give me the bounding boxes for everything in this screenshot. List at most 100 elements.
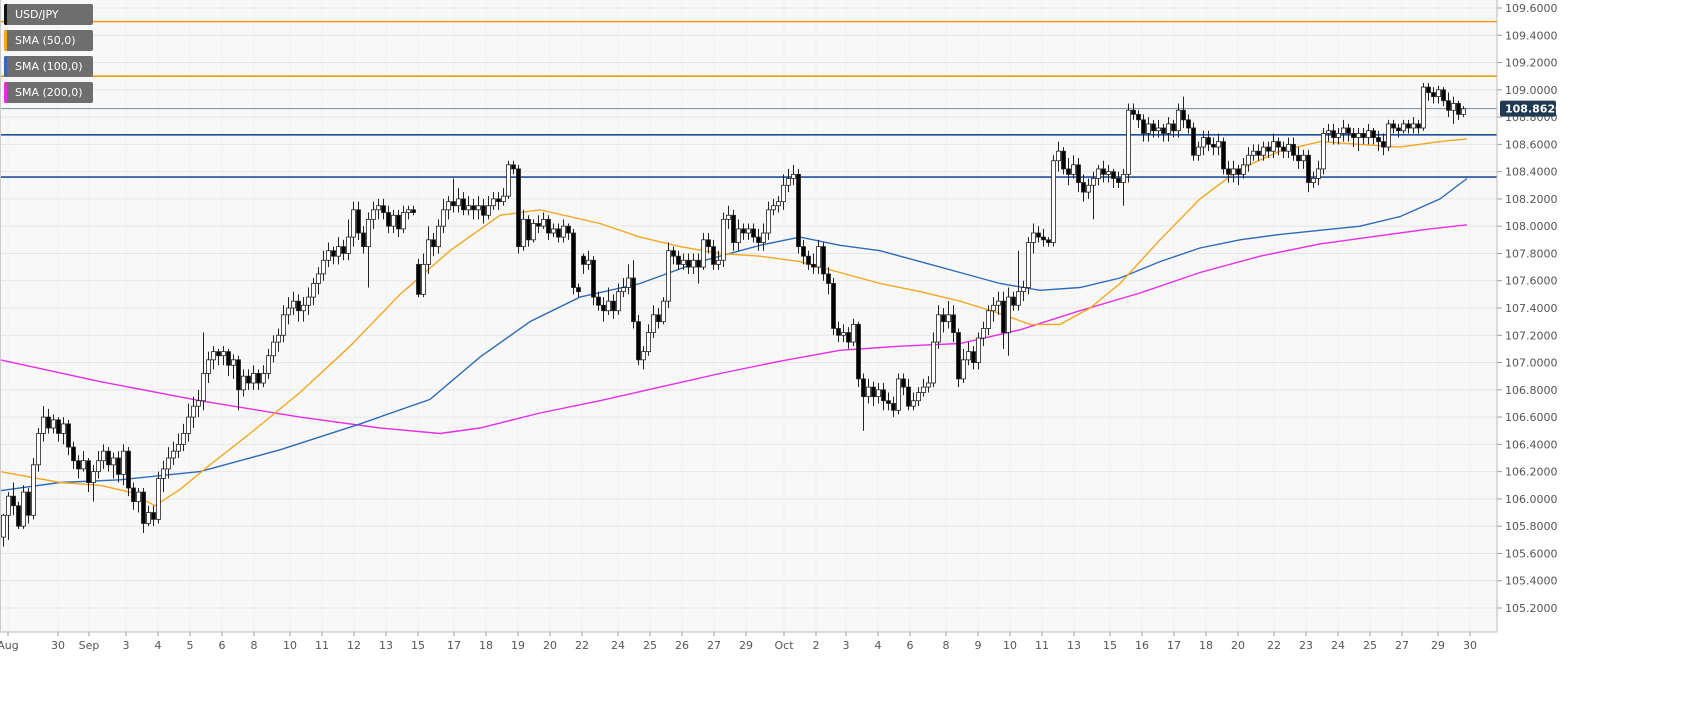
- candle: [951, 305, 956, 343]
- x-tick-label: 20: [1231, 639, 1245, 652]
- candle-body-up: [491, 198, 496, 207]
- legend-swatch: [4, 4, 7, 25]
- candle: [806, 250, 811, 270]
- candle-body-up: [911, 400, 916, 407]
- candle-body-down: [636, 321, 641, 361]
- candle: [196, 389, 201, 418]
- x-tick-label: 15: [1103, 639, 1117, 652]
- candle-body-up: [876, 389, 881, 398]
- candle: [266, 348, 271, 379]
- candle: [446, 196, 451, 220]
- candle: [1131, 103, 1136, 120]
- candle: [1356, 128, 1361, 152]
- candle: [586, 250, 591, 270]
- candle-body-down: [1291, 143, 1296, 156]
- candle: [576, 283, 581, 298]
- x-tick-label: 8: [943, 639, 950, 652]
- x-tick-label: Sep: [79, 639, 100, 652]
- candle: [1381, 133, 1386, 156]
- candle-body-up: [291, 300, 296, 309]
- candle-body-down: [76, 460, 81, 470]
- candle-body-down: [126, 450, 131, 489]
- candle: [511, 160, 516, 175]
- candle-body-up: [586, 259, 591, 265]
- candle-body-up: [366, 218, 371, 248]
- candle: [1251, 144, 1256, 161]
- candle-body-up: [111, 457, 116, 466]
- candle-body-down: [1046, 239, 1051, 243]
- candle: [316, 267, 321, 295]
- candle-body-up: [51, 419, 56, 429]
- candle-body-up: [1356, 133, 1361, 138]
- candle: [1296, 147, 1301, 169]
- candle: [881, 383, 886, 411]
- candle: [816, 239, 821, 274]
- candle-body-down: [356, 209, 361, 234]
- candle-body-down: [671, 250, 676, 257]
- candle-body-down: [1406, 123, 1411, 129]
- candle-body-down: [1236, 168, 1241, 175]
- candle-body-down: [556, 228, 561, 238]
- candle: [561, 219, 566, 243]
- candle-body-up: [301, 304, 306, 312]
- candle-body-down: [971, 351, 976, 363]
- candle-body-down: [151, 512, 156, 520]
- x-tick-label: 11: [315, 639, 329, 652]
- legend-item-sma200[interactable]: SMA (200,0): [4, 82, 93, 103]
- candle-body-down: [656, 314, 661, 323]
- candle-body-up: [681, 259, 686, 265]
- candle: [711, 239, 716, 270]
- candle: [991, 297, 996, 322]
- candle: [371, 201, 376, 229]
- candle: [1066, 158, 1071, 186]
- candle: [231, 354, 236, 379]
- candle-body-up: [1006, 296, 1011, 333]
- candle-body-up: [816, 246, 821, 268]
- candle: [1371, 128, 1376, 145]
- legend-label: USD/JPY: [15, 8, 59, 21]
- candle: [81, 451, 86, 472]
- price-tag-box: [1500, 100, 1556, 117]
- candle: [1156, 119, 1161, 138]
- candle-body-down: [66, 423, 71, 448]
- candle: [1016, 250, 1021, 311]
- candle: [761, 223, 766, 251]
- candle: [1376, 130, 1381, 152]
- candle: [1261, 141, 1266, 161]
- candle-body-up: [621, 287, 626, 293]
- y-tick-label: 107.2000: [1505, 329, 1558, 342]
- candle: [606, 287, 611, 315]
- candle-body-up: [1366, 130, 1371, 138]
- candle-body-up: [976, 337, 981, 363]
- candle-body-up: [1176, 109, 1181, 132]
- candle: [71, 441, 76, 469]
- candle-body-down: [1101, 168, 1106, 175]
- candle-body-up: [1316, 168, 1321, 179]
- candle: [676, 250, 681, 270]
- candle: [746, 223, 751, 240]
- candle-body-down: [906, 386, 911, 407]
- candle: [1326, 123, 1331, 142]
- candle: [1391, 119, 1396, 134]
- candle-body-up: [91, 471, 96, 483]
- candle-body-up: [1016, 291, 1021, 306]
- y-tick-label: 108.2000: [1505, 193, 1558, 206]
- candle-body-down: [1141, 119, 1146, 134]
- candle-body-down: [1361, 133, 1366, 138]
- candle: [901, 373, 906, 396]
- candle-body-down: [596, 296, 601, 306]
- y-tick-label: 105.8000: [1505, 520, 1558, 533]
- candle-body-down: [461, 198, 466, 211]
- candle: [796, 168, 801, 254]
- candle-body-down: [1306, 154, 1311, 183]
- legend-item-sma50[interactable]: SMA (50,0): [4, 30, 93, 51]
- candle-body-up: [1216, 141, 1221, 148]
- legend-item-sma100[interactable]: SMA (100,0): [4, 56, 93, 77]
- candle-body-down: [756, 236, 761, 243]
- candle-body-up: [281, 314, 286, 336]
- candle: [151, 505, 156, 527]
- candle-body-up: [626, 277, 631, 288]
- candle: [691, 253, 696, 274]
- candle: [431, 233, 436, 257]
- legend-item-symbol[interactable]: USD/JPY: [4, 4, 93, 25]
